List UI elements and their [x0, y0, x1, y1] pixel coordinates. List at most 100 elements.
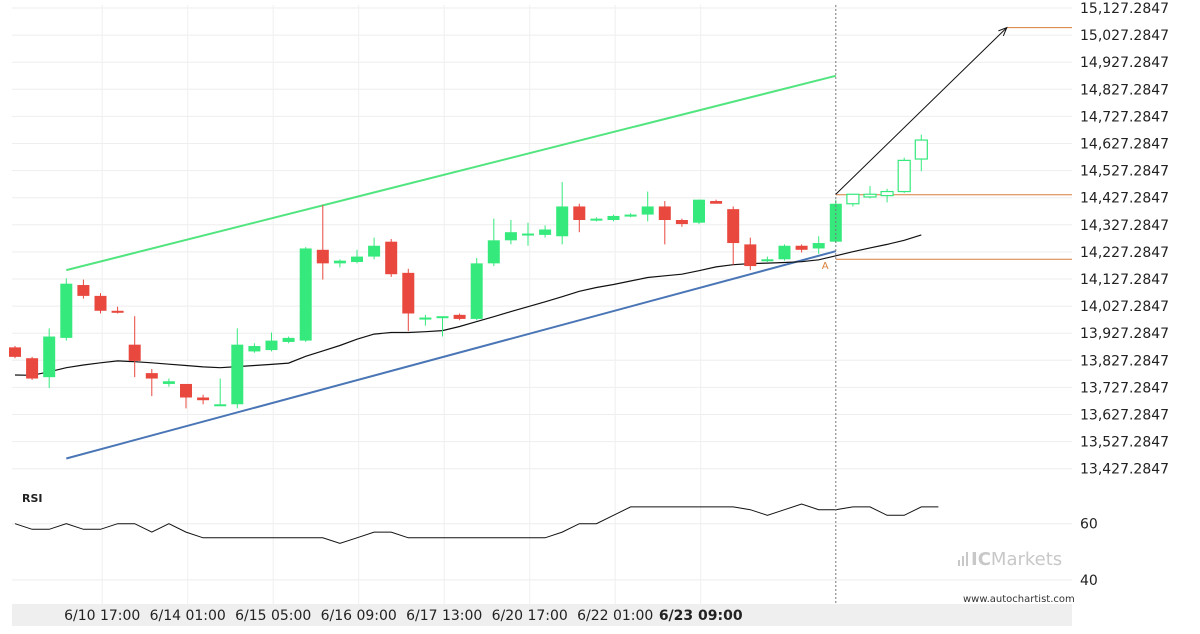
y-tick-label: 14,127.2847 — [1080, 272, 1169, 288]
candle-body — [402, 272, 415, 314]
candle-body — [744, 244, 757, 267]
y-tick-label: 14,427.2847 — [1080, 191, 1169, 207]
candle-body — [299, 248, 312, 341]
candle — [710, 199, 723, 204]
candle — [436, 316, 449, 337]
candle-body — [145, 373, 158, 379]
y-tick-label: 13,627.2847 — [1080, 408, 1169, 424]
candle — [351, 249, 363, 264]
candle-body — [539, 229, 552, 235]
candle — [43, 328, 56, 389]
candle — [573, 203, 586, 233]
candle — [77, 279, 90, 299]
y-tick-label: 14,727.2847 — [1080, 109, 1169, 125]
x-tick-label: 6/23 09:00 — [659, 608, 743, 624]
markers: A — [822, 5, 1008, 604]
x-axis: 6/10 17:00 6/14 01:00 6/15 05:00 6/16 09:00… — [64, 608, 743, 624]
candle — [522, 222, 534, 246]
candle-body — [60, 283, 73, 338]
rsi-line — [14, 503, 939, 544]
candle — [145, 369, 158, 397]
candle — [880, 188, 894, 203]
candle — [744, 237, 757, 271]
candle-body — [658, 206, 671, 220]
candle — [368, 237, 381, 260]
y-tick-label: 13,927.2847 — [1080, 326, 1169, 342]
candle-body — [419, 317, 432, 320]
logo-prefix: IC — [971, 549, 991, 570]
rsi-tick-label: 60 — [1080, 517, 1098, 533]
y-tick-label: 13,727.2847 — [1080, 380, 1169, 396]
candle-body — [897, 159, 911, 193]
candle-body — [231, 344, 244, 405]
candle — [111, 306, 124, 314]
candle-body — [351, 256, 363, 263]
candle-body — [624, 214, 637, 217]
lower-trendline — [66, 250, 837, 460]
candle — [214, 378, 227, 407]
candle-body — [111, 310, 124, 313]
candle-body — [487, 240, 500, 264]
candle-body — [522, 233, 534, 236]
x-axis-band — [12, 604, 1072, 626]
candle-body — [573, 206, 586, 220]
candle — [795, 244, 808, 253]
candle-body — [9, 347, 21, 357]
candle — [316, 205, 329, 280]
y-tick-label: 14,327.2847 — [1080, 218, 1169, 234]
candle — [778, 244, 791, 261]
candle-body — [504, 232, 517, 241]
y-tick-label: 14,827.2847 — [1080, 82, 1169, 98]
projection-arrow-head — [998, 26, 1008, 37]
y-tick-label: 13,827.2847 — [1080, 353, 1169, 369]
candle-body — [282, 337, 295, 342]
moving-average-line — [14, 234, 922, 376]
candle-body — [128, 344, 141, 361]
y-tick-label: 14,927.2847 — [1080, 55, 1169, 71]
gridlines — [12, 5, 1072, 604]
candle — [231, 328, 244, 409]
candle-body — [863, 193, 877, 198]
candle — [9, 346, 21, 359]
pattern-point-label: A — [822, 261, 829, 272]
candle-body — [607, 215, 620, 220]
candle — [556, 182, 569, 245]
candle — [727, 206, 740, 265]
candle — [26, 356, 39, 380]
candle — [419, 314, 432, 326]
candle-body — [248, 346, 261, 352]
candle — [897, 157, 911, 193]
candle — [162, 378, 175, 387]
x-tick-label: 6/20 17:00 — [492, 608, 568, 624]
candle-body — [641, 206, 654, 215]
x-tick-label: 6/17 13:00 — [406, 608, 482, 624]
candle-body — [693, 199, 705, 223]
candle-body — [710, 201, 723, 204]
projection-arrow-line — [835, 27, 1008, 195]
candle — [385, 238, 398, 277]
candle — [812, 236, 825, 254]
candle — [94, 293, 107, 314]
y-tick-label: 13,527.2847 — [1080, 435, 1169, 451]
candle-body — [846, 193, 860, 205]
rsi-tick-label: 40 — [1080, 573, 1098, 589]
candle — [487, 218, 500, 267]
price-pane-background — [12, 5, 1072, 487]
candle — [624, 213, 637, 218]
x-tick-label: 6/14 01:00 — [150, 608, 226, 624]
candle-body — [43, 336, 56, 378]
candle — [197, 394, 210, 405]
candle — [761, 256, 774, 263]
candle — [658, 201, 671, 245]
candles — [9, 134, 928, 409]
candle — [265, 332, 278, 352]
candle-body — [556, 206, 569, 237]
logo-suffix: Markets — [991, 549, 1062, 570]
candle-body — [880, 190, 894, 197]
branding: ICMarkets www.autochartist.com — [958, 549, 1075, 605]
candle-body — [385, 241, 398, 275]
candle — [607, 214, 620, 222]
candle — [282, 336, 295, 344]
candle — [846, 193, 860, 207]
candle-body — [26, 358, 39, 379]
